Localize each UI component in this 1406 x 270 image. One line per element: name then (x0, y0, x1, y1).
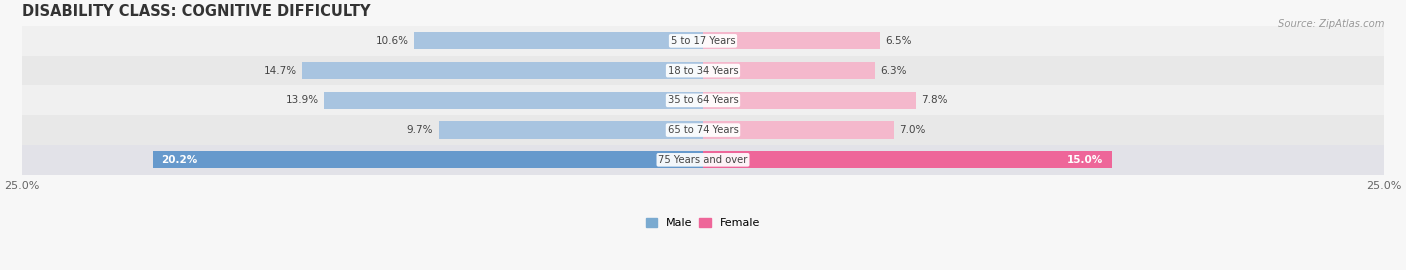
Legend: Male, Female: Male, Female (647, 218, 759, 228)
Text: 10.6%: 10.6% (375, 36, 409, 46)
Bar (22, 56, 1384, 86)
Bar (22, 26, 1384, 56)
Bar (703, 151, 1112, 168)
Text: 6.3%: 6.3% (880, 66, 907, 76)
Bar (302, 62, 703, 79)
Bar (703, 122, 894, 139)
Text: 14.7%: 14.7% (264, 66, 297, 76)
Text: 6.5%: 6.5% (886, 36, 912, 46)
Text: 7.8%: 7.8% (921, 95, 948, 105)
Bar (703, 62, 875, 79)
Text: 65 to 74 Years: 65 to 74 Years (668, 125, 738, 135)
Bar (703, 32, 880, 49)
Bar (703, 92, 915, 109)
Text: 35 to 64 Years: 35 to 64 Years (668, 95, 738, 105)
Bar (439, 122, 703, 139)
Bar (325, 92, 703, 109)
Text: 13.9%: 13.9% (285, 95, 319, 105)
Bar (153, 151, 703, 168)
Text: 15.0%: 15.0% (1067, 155, 1104, 165)
Text: 7.0%: 7.0% (900, 125, 925, 135)
Text: 18 to 34 Years: 18 to 34 Years (668, 66, 738, 76)
Text: Source: ZipAtlas.com: Source: ZipAtlas.com (1278, 19, 1385, 29)
Text: 5 to 17 Years: 5 to 17 Years (671, 36, 735, 46)
Bar (22, 86, 1384, 115)
Bar (22, 145, 1384, 175)
Text: DISABILITY CLASS: COGNITIVE DIFFICULTY: DISABILITY CLASS: COGNITIVE DIFFICULTY (22, 4, 370, 19)
Bar (22, 115, 1384, 145)
Text: 20.2%: 20.2% (160, 155, 197, 165)
Text: 75 Years and over: 75 Years and over (658, 155, 748, 165)
Text: 9.7%: 9.7% (406, 125, 433, 135)
Bar (415, 32, 703, 49)
